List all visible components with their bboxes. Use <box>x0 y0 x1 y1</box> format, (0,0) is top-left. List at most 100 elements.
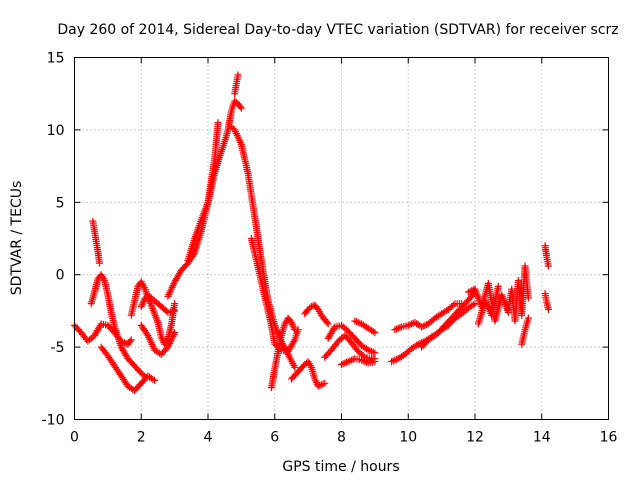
chart-title: Day 260 of 2014, Sidereal Day-to-day VTE… <box>57 22 618 38</box>
data-point <box>371 329 379 337</box>
data-point <box>458 300 466 308</box>
x-tick-label: 8 <box>337 430 346 446</box>
data-point <box>351 317 359 325</box>
series-satellite-track-25 <box>504 262 532 325</box>
grid-lines <box>74 57 609 420</box>
series-satellite-track-24 <box>474 282 502 328</box>
data-point <box>290 338 298 346</box>
y-tick-label: 5 <box>56 195 65 211</box>
data-point <box>343 358 351 366</box>
data-point <box>348 356 356 364</box>
x-tick-label: 6 <box>270 430 279 446</box>
data-point <box>404 321 412 329</box>
data-point <box>368 347 376 355</box>
y-tick-label: 10 <box>47 123 65 139</box>
data-point <box>96 322 104 330</box>
data-point <box>369 348 377 356</box>
data-point <box>319 380 327 388</box>
y-tick-label: -5 <box>51 340 65 356</box>
x-axis-label: GPS time / hours <box>282 459 399 475</box>
y-tick-label: 0 <box>56 268 65 284</box>
series-satellite-track-11 <box>227 123 299 371</box>
data-point <box>317 381 325 389</box>
data-point <box>394 324 402 332</box>
data-point <box>406 321 414 329</box>
series-satellite-track-13 <box>267 314 299 392</box>
x-tick-label: 12 <box>466 430 484 446</box>
data-point <box>291 363 299 371</box>
series-satellite-track-27 <box>541 242 552 270</box>
data-point <box>171 329 179 337</box>
plot-frame <box>74 57 609 420</box>
data-point <box>236 103 244 111</box>
data-point <box>371 358 379 366</box>
data-point <box>314 382 322 390</box>
series-satellite-track-18 <box>338 355 379 368</box>
data-point <box>149 375 157 383</box>
data-point <box>338 360 345 368</box>
data-point <box>361 358 369 366</box>
data-point <box>471 300 479 308</box>
x-tick-label: 4 <box>204 430 213 446</box>
series-satellite-track-4 <box>97 343 159 395</box>
data-point <box>291 326 299 334</box>
data-point <box>324 320 332 328</box>
y-tick-label: 15 <box>47 51 65 67</box>
data-point <box>171 300 179 308</box>
data-point <box>369 328 377 336</box>
data-point <box>494 282 502 290</box>
data-point <box>364 346 372 354</box>
y-axis-label: SDTVAR / TECUs <box>9 181 25 296</box>
data-point <box>339 360 347 368</box>
series-satellite-track-1 <box>71 320 135 348</box>
data-point <box>96 259 104 267</box>
data-point <box>353 318 361 326</box>
axis-ticks: 0 2 4 6 8 10 12 14 16 -10 -5 0 5 10 15 <box>42 51 618 446</box>
data-point <box>316 381 324 389</box>
series-satellite-track-21 <box>391 300 466 334</box>
data-point <box>344 358 352 366</box>
series-satellite-track-8 <box>164 119 222 300</box>
data-point <box>163 307 171 315</box>
data-point <box>524 314 532 322</box>
series-satellite-track-5 <box>127 278 179 348</box>
series-satellite-track-19 <box>351 317 379 337</box>
data-point <box>359 357 367 365</box>
data-point <box>419 322 427 330</box>
data-point <box>391 356 399 364</box>
data-point <box>171 307 179 315</box>
series-satellite-track-12 <box>247 235 302 355</box>
series-satellite-track-14 <box>301 301 332 328</box>
series-satellite-track-26 <box>518 314 532 348</box>
data-point <box>237 104 245 112</box>
series-satellite-track-15 <box>287 358 329 390</box>
data-point <box>391 326 399 334</box>
series-satellite-track-6 <box>137 321 179 358</box>
data-point <box>139 371 147 379</box>
series-satellite-track-10 <box>231 71 242 98</box>
series-satellite-track-16 <box>321 332 379 363</box>
x-tick-label: 0 <box>70 430 79 446</box>
data-point <box>449 301 457 309</box>
data-points <box>71 71 552 395</box>
data-point <box>151 376 159 384</box>
x-tick-label: 10 <box>399 430 417 446</box>
data-point <box>366 347 374 355</box>
data-point <box>464 288 472 296</box>
data-point <box>389 357 397 365</box>
series-satellite-track-3 <box>89 217 104 267</box>
data-point <box>354 318 362 326</box>
series-satellite-track-2 <box>87 271 149 380</box>
data-point <box>393 325 401 333</box>
x-tick-label: 16 <box>600 430 618 446</box>
data-point <box>544 262 552 270</box>
x-tick-label: 14 <box>533 430 551 446</box>
data-point <box>214 119 222 127</box>
data-point <box>323 318 331 326</box>
data-point <box>524 294 532 302</box>
data-point <box>371 349 379 357</box>
y-tick-label: -10 <box>42 413 65 429</box>
data-point <box>127 336 135 344</box>
data-point <box>234 71 242 79</box>
